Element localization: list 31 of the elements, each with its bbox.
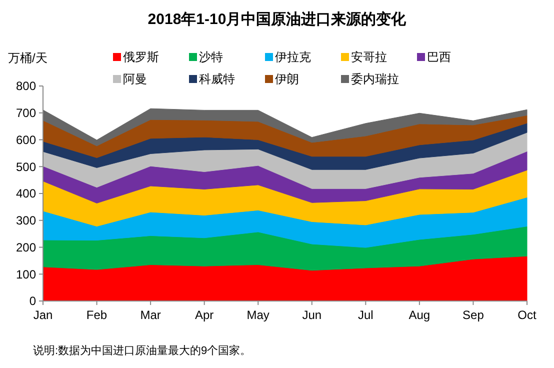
x-tick-label: Mar bbox=[140, 308, 161, 322]
y-tick-label: 200 bbox=[16, 240, 36, 254]
legend-label: 科威特 bbox=[199, 72, 235, 86]
legend-label: 巴西 bbox=[427, 50, 451, 64]
legend-label: 阿曼 bbox=[123, 72, 147, 86]
legend-label: 沙特 bbox=[199, 50, 223, 64]
x-tick-label: Oct bbox=[518, 308, 537, 322]
legend-label: 伊拉克 bbox=[275, 50, 311, 64]
y-tick-label: 100 bbox=[16, 267, 36, 282]
y-tick-label: 600 bbox=[16, 132, 36, 147]
y-tick-label: 500 bbox=[16, 160, 36, 174]
legend-label: 委内瑞拉 bbox=[351, 72, 399, 86]
y-tick-label: 700 bbox=[16, 106, 36, 120]
x-tick-label: Jul bbox=[358, 308, 374, 322]
x-tick-label: Sep bbox=[462, 308, 484, 322]
x-tick-label: Jun bbox=[302, 308, 322, 322]
x-tick-label: Apr bbox=[194, 308, 214, 322]
y-axis-title: 万桶/天 bbox=[8, 51, 48, 65]
y-tick-label: 800 bbox=[16, 79, 36, 94]
text: 说明:数据为中国进口原油量最大的9个国家。 bbox=[33, 344, 252, 357]
y-tick-label: 300 bbox=[16, 214, 36, 228]
x-tick-label: May bbox=[246, 308, 270, 322]
legend-label: 安哥拉 bbox=[351, 50, 387, 64]
y-tick-label: 0 bbox=[29, 294, 36, 308]
legend-label: 伊朗 bbox=[275, 72, 299, 86]
y-tick-label: 400 bbox=[16, 186, 36, 201]
chart-title: 2018年1-10月中国原油进口来源的变化 bbox=[148, 10, 408, 28]
legend-label: 俄罗斯 bbox=[123, 50, 159, 64]
x-tick-label: Aug bbox=[408, 308, 430, 322]
x-tick-label: Jan bbox=[33, 308, 53, 322]
x-tick-label: Feb bbox=[86, 308, 108, 322]
